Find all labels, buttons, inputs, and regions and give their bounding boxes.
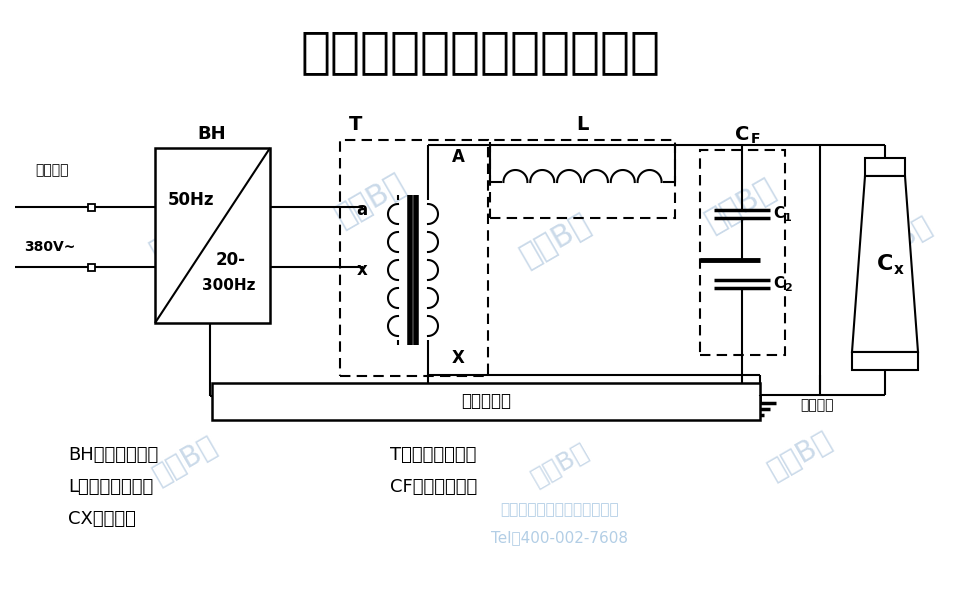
Text: T: T: [349, 116, 362, 135]
Bar: [155, 148, 270, 323]
Text: 系统输入: 系统输入: [36, 163, 68, 177]
Text: F: F: [751, 132, 760, 146]
Text: T：励磁变压器；: T：励磁变压器；: [389, 446, 476, 464]
Text: 20-: 20-: [216, 251, 246, 269]
Text: L: L: [576, 116, 587, 135]
Text: a: a: [357, 201, 367, 219]
Text: 300Hz: 300Hz: [202, 278, 256, 293]
Text: 电站B超: 电站B超: [145, 204, 225, 266]
Text: A: A: [451, 148, 464, 166]
Bar: [489, 140, 675, 218]
Text: CX：被试品: CX：被试品: [68, 510, 136, 528]
Text: x: x: [357, 261, 367, 279]
Text: C: C: [875, 254, 892, 274]
Text: 电站B超: 电站B超: [762, 426, 836, 485]
Text: 变电站电力试验设备生产厂家: 变电站电力试验设备生产厂家: [500, 502, 619, 517]
Text: C: C: [734, 126, 749, 144]
Bar: [87, 264, 95, 271]
Bar: [211, 383, 759, 420]
Bar: [700, 150, 784, 355]
Text: 电站B超: 电站B超: [514, 209, 594, 271]
Polygon shape: [851, 176, 917, 352]
Text: 50Hz: 50Hz: [167, 191, 214, 209]
Text: 电站B超: 电站B超: [862, 210, 936, 269]
Text: Tel：400-002-7608: Tel：400-002-7608: [491, 530, 628, 545]
Polygon shape: [851, 352, 917, 370]
Bar: [339, 140, 487, 376]
Text: X: X: [451, 349, 464, 367]
Text: BH: BH: [197, 125, 226, 143]
Text: CF：电容分压器: CF：电容分压器: [389, 478, 477, 496]
Polygon shape: [864, 158, 904, 176]
Text: 电站B超: 电站B超: [148, 431, 222, 489]
Text: 2: 2: [783, 283, 791, 293]
Text: BH：变频电源；: BH：变频电源；: [68, 446, 159, 464]
Text: 380V~: 380V~: [24, 240, 76, 254]
Text: 系统接地: 系统接地: [800, 398, 832, 412]
Text: 1: 1: [783, 213, 791, 223]
Text: 电站B超: 电站B超: [330, 169, 409, 231]
Text: 发电机交流耐压试验原理图: 发电机交流耐压试验原理图: [301, 28, 660, 76]
Text: 电站B超: 电站B超: [700, 173, 779, 237]
Text: 电站B超: 电站B超: [527, 439, 592, 491]
Text: L：电抗器组合；: L：电抗器组合；: [68, 478, 153, 496]
Text: x: x: [893, 262, 903, 278]
Text: 采样信号线: 采样信号线: [460, 392, 510, 410]
Bar: [87, 204, 95, 211]
Text: C: C: [773, 206, 783, 222]
Text: C: C: [773, 277, 783, 291]
